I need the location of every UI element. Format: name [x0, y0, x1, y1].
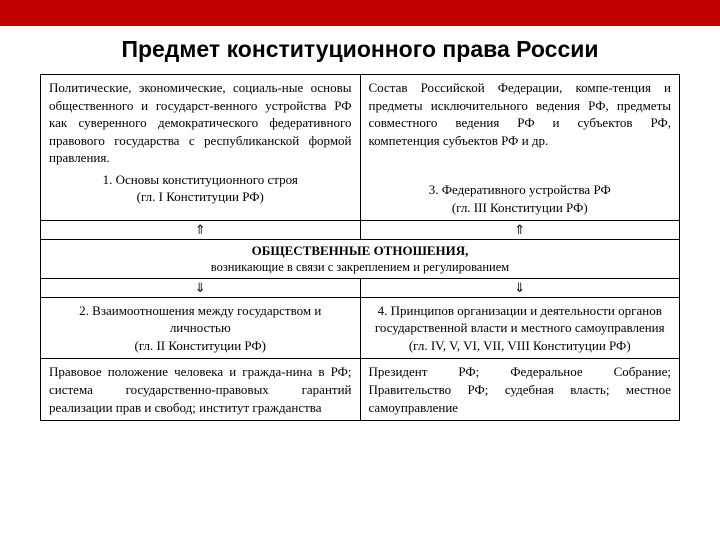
cell2-body: Состав Российской Федерации, компе-тенци…	[369, 79, 672, 149]
cell-top-right: Состав Российской Федерации, компе-тенци…	[360, 75, 680, 221]
header-bar	[0, 0, 720, 26]
arrow-up-right: ⇑	[360, 221, 680, 240]
arrow-up-left: ⇑	[41, 221, 361, 240]
diagram-table: Политические, экономические, социаль-ные…	[40, 74, 680, 421]
cell4-ref: (гл. IV, V, VI, VII, VIII Конституции РФ…	[369, 337, 672, 355]
cell-mid-right: 4. Принципов организации и деятельности …	[360, 297, 680, 359]
cell-bottom-left: Правовое положение человека и гражда-нин…	[41, 359, 361, 421]
center-line1: ОБЩЕСТВЕННЫЕ ОТНОШЕНИЯ,	[47, 242, 673, 260]
cell-top-left: Политические, экономические, социаль-ные…	[41, 75, 361, 221]
cell-mid-left: 2. Взаимоотношения между государством и …	[41, 297, 361, 359]
cell-bottom-right: Президент РФ; Федеральное Собрание; Прав…	[360, 359, 680, 421]
page-title: Предмет конституционного права России	[0, 36, 720, 63]
center-line2: возникающие в связи с закреплением и рег…	[47, 259, 673, 276]
arrow-down-right: ⇓	[360, 279, 680, 298]
cell1-ref: (гл. I Конституции РФ)	[49, 188, 352, 206]
cell2-ref: (гл. III Конституции РФ)	[369, 199, 672, 217]
cell3-section: 2. Взаимоотношения между государством и …	[49, 302, 352, 337]
cell2-section: 3. Федеративного устройства РФ	[369, 181, 672, 199]
cell1-section: 1. Основы конституционного строя	[49, 171, 352, 189]
cell1-body: Политические, экономические, социаль-ные…	[49, 79, 352, 167]
cell4-section: 4. Принципов организации и деятельности …	[369, 302, 672, 337]
center-cell: ОБЩЕСТВЕННЫЕ ОТНОШЕНИЯ, возникающие в св…	[41, 239, 680, 278]
arrow-down-left: ⇓	[41, 279, 361, 298]
cell3-ref: (гл. II Конституции РФ)	[49, 337, 352, 355]
